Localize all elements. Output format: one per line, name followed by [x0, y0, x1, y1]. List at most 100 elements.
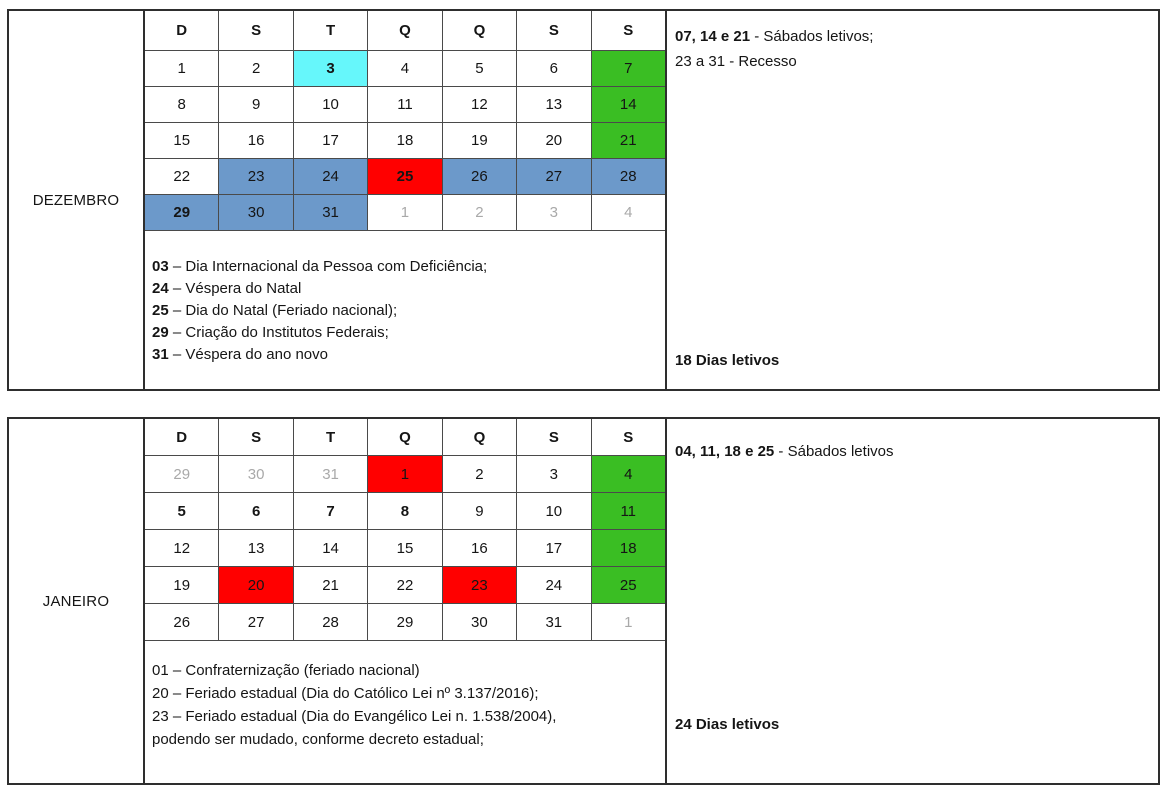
info-top: 07, 14 e 21 - Sábados letivos; 23 a 31 - … — [675, 24, 1150, 74]
note-line: 29 – Criação do Institutos Federais; — [152, 322, 655, 344]
day-cell: 29 — [145, 195, 220, 231]
day-cell: 23 — [219, 159, 294, 195]
day-cell: 7 — [293, 493, 369, 530]
weekday-header-cell: Q — [442, 11, 518, 51]
day-cell: 19 — [145, 567, 220, 604]
day-cell: 3 — [293, 51, 369, 87]
calendar-week-row: 29 30 31 1 2 3 4 — [145, 456, 665, 493]
calendar-week-row: 19 20 21 22 23 24 25 — [145, 567, 665, 604]
day-cell: 9 — [219, 87, 294, 123]
day-cell: 15 — [368, 530, 443, 567]
month-label-janeiro: JANEIRO — [9, 419, 145, 783]
weeks: 29 30 31 1 2 3 4 5 6 7 8 9 10 11 12 13 14 15 16 17 18 19 20 21 2… — [145, 456, 665, 641]
day-cell: 30 — [442, 604, 518, 641]
day-cell: 11 — [368, 87, 443, 123]
info-line: 04, 11, 18 e 25 - Sábados letivos — [675, 439, 1150, 464]
day-cell: 14 — [293, 530, 369, 567]
day-cell: 4 — [591, 195, 665, 231]
note-line: 23 – Feriado estadual (Dia do Evangélico… — [152, 705, 655, 728]
info-column-dezembro: 07, 14 e 21 - Sábados letivos; 23 a 31 - … — [665, 11, 1158, 389]
weekday-header-cell: S — [517, 11, 592, 51]
calendar-week-row: 5 6 7 8 9 10 11 — [145, 493, 665, 530]
day-cell: 26 — [145, 604, 220, 641]
note-day-number: 29 — [152, 324, 169, 341]
day-cell: 21 — [293, 567, 369, 604]
day-cell: 20 — [219, 567, 294, 604]
day-cell: 31 — [293, 195, 369, 231]
day-cell: 6 — [219, 493, 294, 530]
day-cell: 1 — [145, 51, 220, 87]
day-cell: 25 — [591, 567, 665, 604]
note-text: podendo ser mudado, conforme decreto est… — [152, 731, 484, 748]
note-day-number: 03 — [152, 258, 169, 275]
day-cell: 14 — [591, 87, 665, 123]
day-cell: 3 — [517, 195, 592, 231]
note-line: 01 – Confraternização (feriado nacional) — [152, 659, 655, 682]
day-cell: 12 — [145, 530, 220, 567]
note-line: 31 – Véspera do ano novo — [152, 344, 655, 366]
note-day-number: 24 — [152, 280, 169, 297]
day-cell: 26 — [442, 159, 518, 195]
weeks: 1 2 3 4 5 6 7 8 9 10 11 12 13 14 15 16 17 18 19 20 21 22 23 24 2… — [145, 51, 665, 231]
day-cell: 28 — [591, 159, 665, 195]
day-cell: 31 — [517, 604, 592, 641]
info-column-janeiro: 04, 11, 18 e 25 - Sábados letivos 24 Dia… — [665, 419, 1158, 783]
info-days-bold: 04, 11, 18 e 25 — [675, 443, 775, 460]
notes-dezembro: 03 – Dia Internacional da Pessoa com Def… — [145, 231, 665, 389]
note-text: – Véspera do Natal — [168, 280, 302, 297]
day-cell: 23 — [442, 567, 518, 604]
day-cell: 28 — [293, 604, 369, 641]
calendar-week-row: 12 13 14 15 16 17 18 — [145, 530, 665, 567]
weekday-header-cell: Q — [442, 419, 518, 456]
day-cell: 20 — [517, 123, 592, 159]
day-cell: 29 — [368, 604, 443, 641]
dias-letivos-label: 24 Dias letivos — [675, 716, 780, 733]
weekday-header-cell: Q — [368, 419, 443, 456]
day-cell: 7 — [591, 51, 665, 87]
note-day-number: 25 — [152, 302, 169, 319]
day-cell: 8 — [145, 87, 220, 123]
day-cell: 22 — [368, 567, 443, 604]
day-cell: 1 — [368, 456, 443, 493]
day-cell: 3 — [517, 456, 592, 493]
weekday-header-cell: S — [517, 419, 592, 456]
day-cell: 4 — [368, 51, 443, 87]
calendar-week-row: 15 16 17 18 19 20 21 — [145, 123, 665, 159]
info-text: - Sábados letivos — [774, 443, 894, 460]
day-cell: 5 — [145, 493, 220, 530]
day-cell: 22 — [145, 159, 220, 195]
day-cell: 10 — [293, 87, 369, 123]
weekday-header-cell: S — [219, 419, 294, 456]
info-line: 23 a 31 - Recesso — [675, 49, 1150, 74]
day-cell: 4 — [591, 456, 665, 493]
day-cell: 17 — [517, 530, 592, 567]
calendar-week-row: 26 27 28 29 30 31 1 — [145, 604, 665, 641]
day-cell: 2 — [442, 456, 518, 493]
day-cell: 24 — [293, 159, 369, 195]
info-top: 04, 11, 18 e 25 - Sábados letivos — [675, 439, 1150, 464]
day-cell: 17 — [293, 123, 369, 159]
note-text: – Véspera do ano novo — [168, 346, 328, 363]
calendar-week-row: 8 9 10 11 12 13 14 — [145, 87, 665, 123]
day-cell: 16 — [442, 530, 518, 567]
note-text: – Dia Internacional da Pessoa com Defici… — [168, 258, 488, 275]
calendar-week-row: 22 23 24 25 26 27 28 — [145, 159, 665, 195]
weekday-header-cell: Q — [368, 11, 443, 51]
note-day-number: 31 — [152, 346, 169, 363]
weekday-header-cell: S — [591, 11, 665, 51]
day-cell: 8 — [368, 493, 443, 530]
weekday-header-cell: D — [145, 11, 220, 51]
day-cell: 6 — [517, 51, 592, 87]
weekday-header-cell: S — [219, 11, 294, 51]
note-line: 24 – Véspera do Natal — [152, 278, 655, 300]
day-cell: 30 — [219, 456, 294, 493]
weekday-header-cell: T — [293, 419, 369, 456]
day-cell: 2 — [219, 51, 294, 87]
